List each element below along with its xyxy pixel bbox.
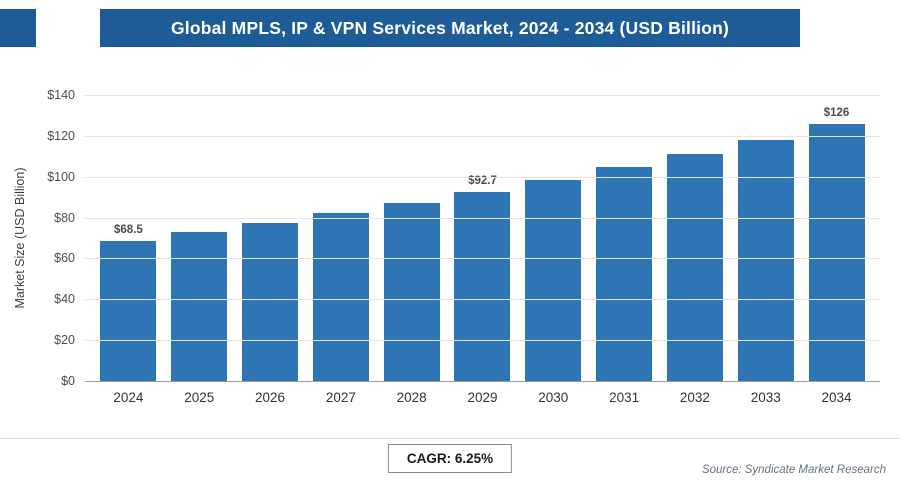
gridline [85,258,880,260]
bar-2028 [383,202,440,381]
bar-2030 [525,179,582,381]
bar-2034: $126 [808,107,865,381]
bar-cell-2028 [376,95,447,381]
x-axis-label-2032: 2032 [679,390,710,405]
y-tick-label: $140 [47,88,75,102]
gridline [85,299,880,301]
source-attribution: Source: Syndicate Market Research [701,464,886,476]
x-axis-label-2030: 2030 [538,390,569,405]
bar-2027 [312,213,369,381]
bar-cell-2027 [305,95,376,381]
x-axis-label-2026: 2026 [255,390,286,405]
footer-divider [0,438,900,439]
bar-cell-2025 [164,95,235,381]
bar-cell-2031 [589,95,660,381]
chart-title: Global MPLS, IP & VPN Services Market, 2… [100,9,800,47]
gridline [85,95,880,96]
bar-cell-2026 [235,95,306,381]
cagr-badge: CAGR: 6.25% [387,444,513,473]
header-accent-block [0,9,36,47]
y-tick-label: $80 [54,210,75,225]
bars-container: $68.5 $92.7 $126 [85,95,880,381]
bar-2024: $68.5 [100,224,157,381]
y-tick-label: $20 [54,333,75,348]
bar-cell-2029: $92.7 [447,95,518,381]
y-tick-label: $60 [54,251,75,266]
x-axis-label-2024: 2024 [113,390,144,405]
bar-2029: $92.7 [454,175,511,381]
x-axis-label-2029: 2029 [467,390,498,405]
x-axis-label-2034: 2034 [821,390,852,405]
bar-cell-2032 [660,95,731,381]
bar-cell-2033 [730,95,801,381]
plot-area: Market Size (USD Billion) $68.5 $92.7 $126… [13,88,880,388]
y-tick-label: $100 [47,169,75,184]
y-tick-label: $0 [61,374,75,388]
bar-cell-2034: $126 [801,95,872,381]
x-axis-label-2027: 2027 [325,390,356,405]
bar-cell-2024: $68.5 [93,95,164,381]
x-axis-label-2031: 2031 [609,390,640,405]
bar-value-label-2034: $126 [823,106,850,119]
y-tick-label: $120 [47,128,75,143]
bar-cell-2030 [518,95,589,381]
bar-value-label-2024: $68.5 [114,224,143,237]
x-axis-labels: 2024 2025 2026 2027 2028 2029 2030 2031 2032 2033… [85,390,880,405]
y-tick-label: $40 [54,292,75,307]
bar-2025 [171,232,228,381]
gridline [85,135,880,137]
bar-2031 [596,167,653,381]
x-axis-label-2028: 2028 [396,390,427,405]
x-axis-label-2025: 2025 [184,390,215,405]
bar-2026 [242,223,299,381]
gridline [85,176,880,178]
gridline [85,217,880,219]
x-axis-label-2033: 2033 [750,390,781,405]
bar-2032 [666,153,723,381]
y-axis-title: Market Size (USD Billion) [13,167,27,309]
gridline [85,340,880,342]
